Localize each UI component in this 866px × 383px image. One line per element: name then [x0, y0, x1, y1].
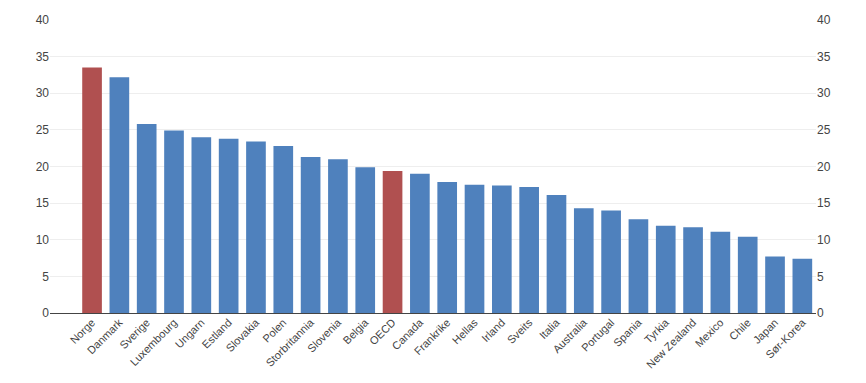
svg-text:Portugal: Portugal	[579, 316, 616, 353]
svg-text:Canada: Canada	[389, 316, 425, 352]
svg-text:30: 30	[36, 86, 50, 100]
svg-text:35: 35	[36, 50, 50, 64]
svg-text:Hellas: Hellas	[450, 316, 480, 346]
svg-text:30: 30	[817, 86, 831, 100]
svg-text:Sverige: Sverige	[117, 316, 152, 351]
svg-text:Polen: Polen	[260, 316, 288, 344]
svg-text:Estland: Estland	[200, 316, 234, 350]
svg-text:5: 5	[42, 270, 49, 284]
svg-text:Belgia: Belgia	[340, 316, 371, 347]
svg-text:Australia: Australia	[550, 316, 589, 355]
svg-text:40: 40	[817, 13, 831, 27]
svg-text:5: 5	[817, 270, 824, 284]
svg-text:0: 0	[817, 306, 824, 320]
svg-text:15: 15	[817, 196, 831, 210]
svg-text:New Zealand: New Zealand	[644, 316, 698, 370]
svg-text:Frankrike: Frankrike	[412, 316, 453, 357]
svg-text:Sør-Korea: Sør-Korea	[763, 316, 808, 361]
svg-text:20: 20	[817, 160, 831, 174]
svg-text:Chile: Chile	[727, 316, 753, 342]
svg-text:35: 35	[817, 50, 831, 64]
svg-text:Norge: Norge	[68, 316, 98, 346]
svg-text:Spania: Spania	[611, 316, 644, 349]
svg-text:Slovenia: Slovenia	[305, 316, 344, 355]
svg-text:Irland: Irland	[479, 316, 507, 344]
svg-text:20: 20	[36, 160, 50, 174]
svg-text:Luxembourg: Luxembourg	[128, 316, 180, 368]
svg-text:Sveits: Sveits	[505, 316, 535, 346]
svg-text:0: 0	[42, 306, 49, 320]
svg-text:Slovakia: Slovakia	[223, 316, 262, 355]
svg-text:Japan: Japan	[751, 316, 781, 346]
svg-text:Tyrkia: Tyrkia	[642, 316, 672, 346]
svg-text:Mexico: Mexico	[693, 316, 726, 349]
svg-text:15: 15	[36, 196, 50, 210]
svg-text:OECD: OECD	[367, 316, 398, 347]
svg-text:Danmark: Danmark	[85, 316, 125, 356]
svg-text:Storbritannia: Storbritannia	[263, 316, 316, 369]
svg-text:25: 25	[817, 123, 831, 137]
svg-text:10: 10	[817, 233, 831, 247]
svg-text:10: 10	[36, 233, 50, 247]
svg-text:25: 25	[36, 123, 50, 137]
svg-text:40: 40	[36, 13, 50, 27]
svg-text:Italia: Italia	[537, 316, 563, 342]
svg-text:Ungarn: Ungarn	[173, 316, 207, 350]
